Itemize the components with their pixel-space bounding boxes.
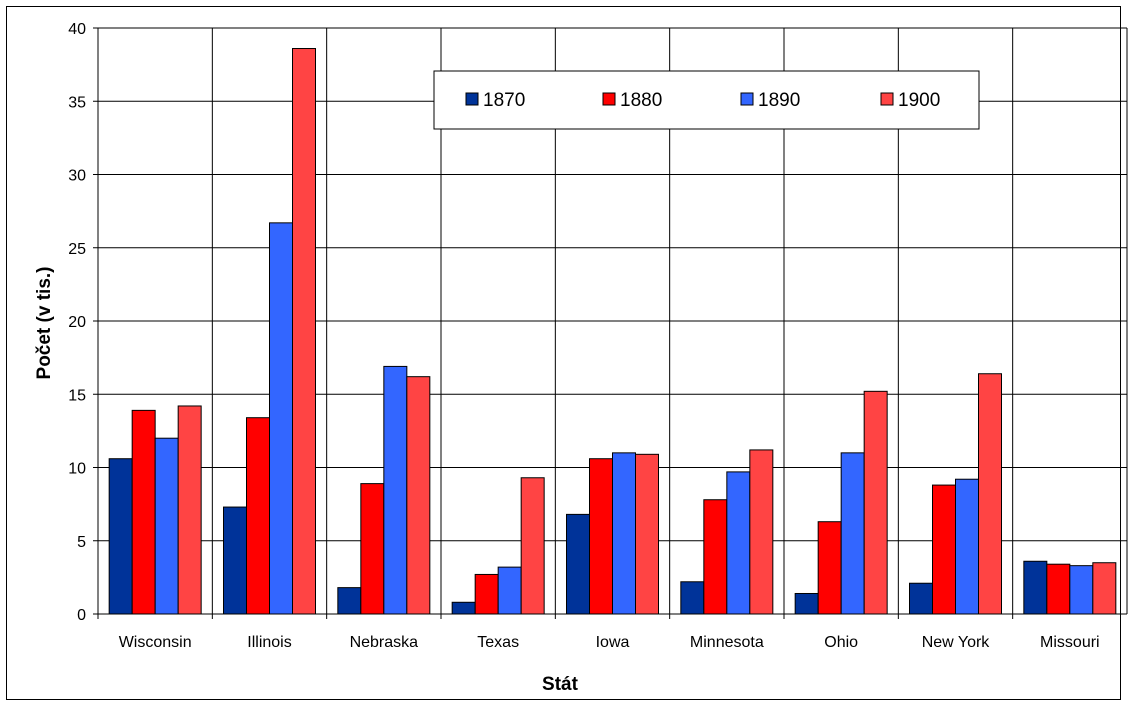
bar-1880-minnesota	[703, 499, 728, 615]
bar-1870-missouri	[1023, 560, 1048, 615]
bar-1880-missouri	[1046, 563, 1071, 615]
bar-1900-nebraska	[406, 376, 431, 615]
x-tick-label: Missouri	[1040, 634, 1100, 651]
bars	[108, 48, 1117, 615]
bar-1890-missouri	[1069, 565, 1094, 615]
bar-1880-illinois	[246, 417, 270, 615]
bar-1880-wisconsin	[131, 409, 156, 615]
tick-labels: 0 5 10 15 20 25 30 35 40 Wisconsin Illinois Nebrask…	[68, 21, 1099, 651]
legend-label-1870: 1870	[483, 90, 525, 111]
x-tick-label: Minnesota	[690, 634, 764, 651]
bar-1900-new-york	[978, 373, 1002, 615]
x-tick-label: Nebraska	[350, 634, 419, 651]
bar-1900-ohio	[863, 390, 888, 615]
x-tick-label: Iowa	[596, 634, 630, 651]
bar-1890-ohio	[840, 452, 865, 615]
bar-1900-wisconsin	[177, 405, 202, 615]
bar-1880-iowa	[589, 458, 613, 615]
x-tick-label: Texas	[477, 634, 519, 651]
bar-1890-minnesota	[726, 471, 751, 615]
x-tick-label: Illinois	[247, 634, 291, 651]
x-tick-label: Ohio	[824, 634, 858, 651]
legend-label-1890: 1890	[758, 90, 800, 111]
legend-swatch-1900	[880, 92, 894, 106]
bar-1870-minnesota	[680, 581, 705, 615]
legend-swatch-1880	[602, 92, 616, 106]
bar-1890-nebraska	[383, 365, 408, 615]
legend-label-1900: 1900	[898, 90, 940, 111]
bar-1900-illinois	[292, 48, 316, 615]
bar-1890-iowa	[612, 452, 636, 615]
bar-1870-wisconsin	[108, 458, 133, 615]
y-tick-label: 35	[68, 94, 86, 111]
legend-swatch-1870	[465, 92, 479, 106]
y-tick-label: 0	[77, 607, 86, 624]
bar-1900-texas	[520, 477, 545, 615]
legend-swatch-1890	[740, 92, 754, 106]
bar-1880-new-york	[932, 484, 956, 615]
legend-label-1880: 1880	[620, 90, 662, 111]
bar-1870-new-york	[909, 582, 933, 615]
bar-1890-texas	[497, 566, 522, 615]
bar-1870-nebraska	[337, 587, 362, 615]
bar-1870-ohio	[794, 592, 819, 615]
bar-1870-iowa	[566, 513, 590, 615]
bar-1880-texas	[474, 573, 499, 615]
x-tick-label: New York	[922, 634, 991, 651]
y-tick-label: 20	[68, 314, 86, 331]
y-tick-label: 30	[68, 168, 86, 185]
bar-1870-illinois	[223, 506, 247, 615]
y-tick-label: 5	[77, 534, 86, 551]
y-tick-label: 10	[68, 461, 86, 478]
legend: 1870 1880 1890 1900	[433, 70, 980, 130]
bar-1890-illinois	[269, 222, 293, 615]
x-tick-label: Wisconsin	[119, 634, 192, 651]
y-axis-title: Počet (v tis.)	[34, 267, 55, 380]
bar-1900-minnesota	[749, 449, 774, 615]
bar-1900-iowa	[635, 453, 659, 615]
bar-1880-nebraska	[360, 483, 385, 615]
bar-1890-wisconsin	[154, 437, 179, 615]
bar-1870-texas	[451, 601, 476, 615]
y-tick-label: 25	[68, 241, 86, 258]
bar-1880-ohio	[817, 521, 842, 615]
y-tick-label: 40	[68, 21, 86, 38]
y-tick-label: 15	[68, 387, 86, 404]
bar-1890-new-york	[955, 478, 979, 615]
x-axis-title: Stát	[542, 674, 579, 695]
bar-1900-missouri	[1092, 562, 1117, 615]
axes	[93, 27, 1127, 619]
